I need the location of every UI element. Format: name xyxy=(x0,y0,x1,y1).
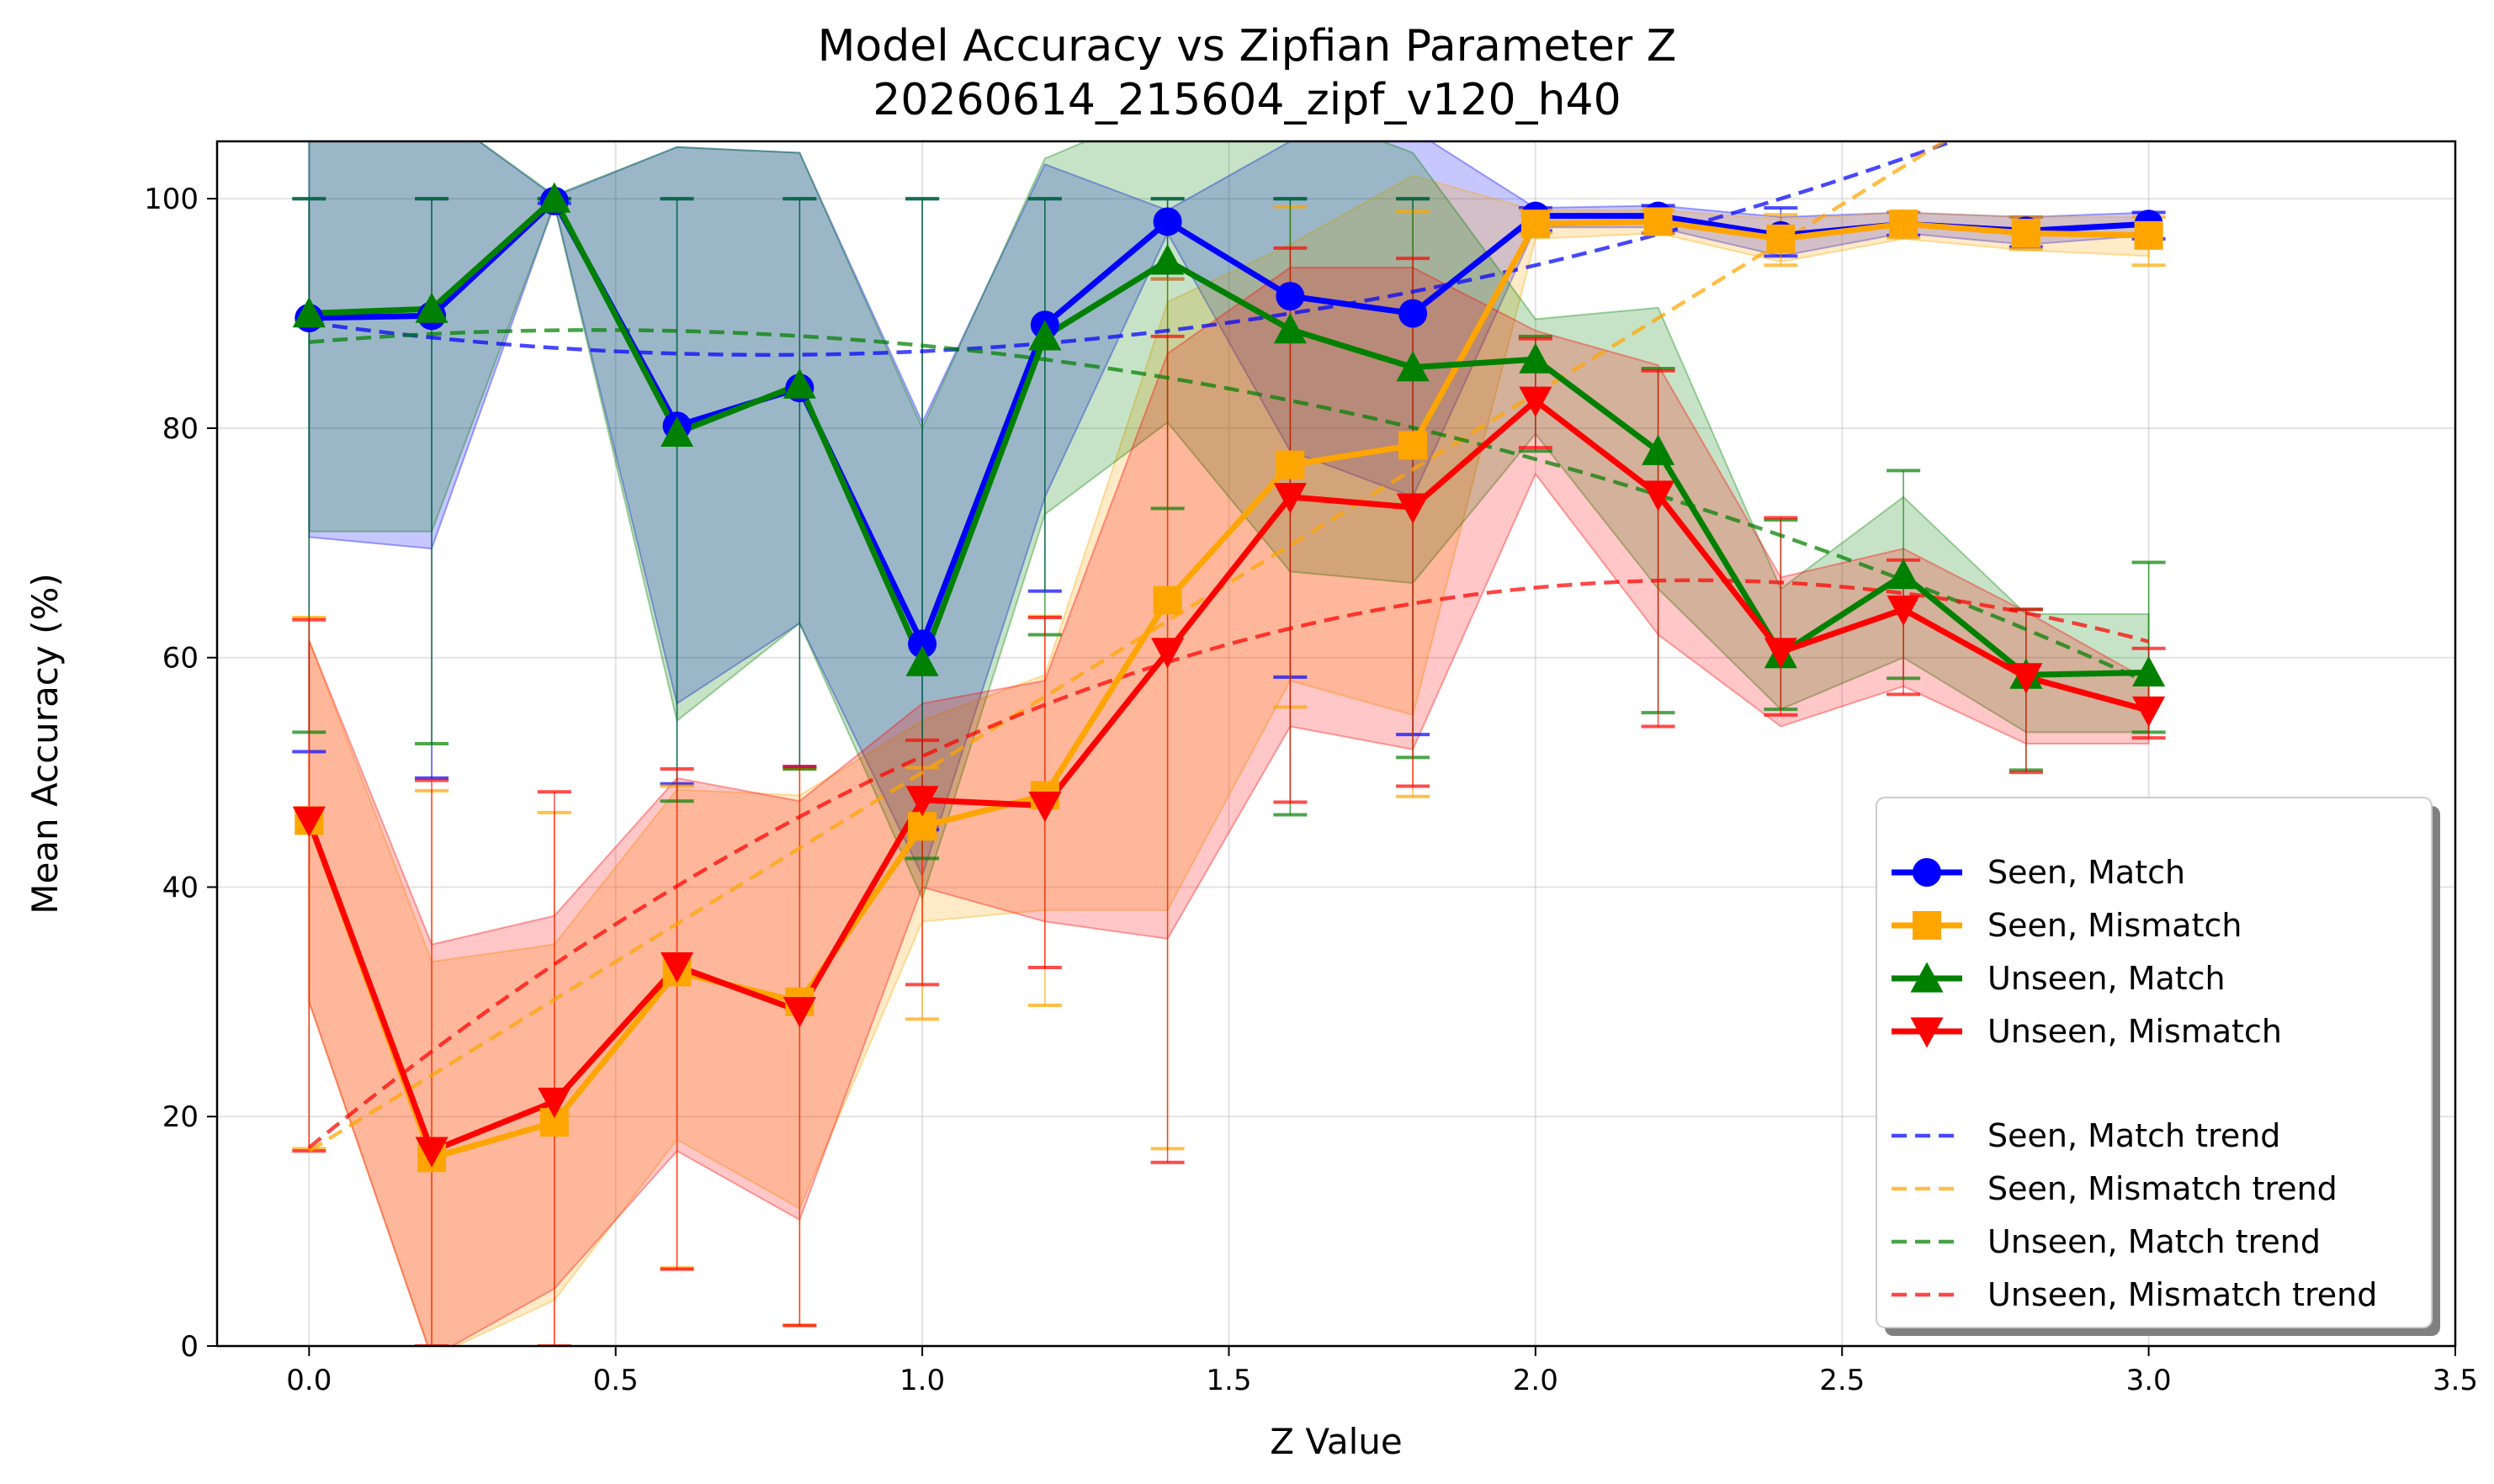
point-unseen-match xyxy=(415,292,448,323)
legend-label-seen-match: Seen, Match xyxy=(1987,854,2185,891)
x-axis-label: Z Value xyxy=(1270,1421,1402,1462)
point-unseen-mismatch xyxy=(905,786,939,817)
point-unseen-match xyxy=(2132,655,2166,687)
point-seen-match xyxy=(1153,207,1182,236)
point-unseen-match xyxy=(1886,558,1920,590)
point-unseen-mismatch xyxy=(661,951,694,983)
point-unseen-match xyxy=(292,297,326,328)
legend: Seen, Match Seen, Mismatch Unseen, Match Un… xyxy=(1876,797,2440,1336)
x-tick-label: 3.5 xyxy=(2433,1364,2478,1397)
line-seen-mismatch xyxy=(306,218,2149,1161)
plot-frame xyxy=(215,140,2457,1348)
x-tick-label: 3.0 xyxy=(2126,1364,2172,1397)
y-tick-label: 40 xyxy=(162,871,199,904)
chart-title: Model Accuracy vs Zipfian Parameter Z xyxy=(818,21,1677,72)
legend-label-unseen-match: Unseen, Match xyxy=(1987,960,2226,997)
x-tick-label: 2.0 xyxy=(1513,1364,1558,1397)
point-unseen-match xyxy=(1151,244,1185,275)
point-unseen-mismatch xyxy=(415,1137,448,1168)
y-tick-label: 80 xyxy=(162,412,199,446)
point-unseen-mismatch xyxy=(1151,638,1185,669)
line-unseen-mismatch xyxy=(306,397,2150,1154)
point-seen-mismatch xyxy=(1766,224,1796,253)
trend-line-unseen-match-trend xyxy=(309,328,2150,685)
point-unseen-match xyxy=(1519,342,1552,374)
trend-line-seen-mismatch-trend xyxy=(308,141,1948,1153)
point-unseen-match xyxy=(1396,351,1430,382)
legend-label-seen-match-trend: Seen, Match trend xyxy=(1987,1117,2280,1154)
trend-lines xyxy=(307,141,2150,1153)
point-unseen-mismatch xyxy=(1028,792,1062,823)
trend-line-seen-match-trend xyxy=(309,141,1958,358)
y-tick-label: 0 xyxy=(180,1330,199,1364)
point-unseen-match xyxy=(1028,320,1062,351)
x-tick-label: 1.5 xyxy=(1206,1364,1251,1397)
legend-marker-seen-mismatch xyxy=(1913,911,1941,940)
point-unseen-mismatch xyxy=(1273,483,1307,514)
legend-label-seen-mismatch-trend: Seen, Mismatch trend xyxy=(1987,1170,2337,1207)
legend-marker-unseen-mismatch xyxy=(1910,1017,1944,1048)
point-unseen-mismatch xyxy=(2009,663,2043,694)
point-seen-match xyxy=(1398,299,1428,328)
series-markers xyxy=(292,182,2166,1173)
point-seen-mismatch xyxy=(1643,207,1673,236)
y-tick-label: 20 xyxy=(162,1100,199,1134)
point-seen-mismatch xyxy=(908,812,937,841)
point-unseen-mismatch xyxy=(1519,386,1552,417)
point-unseen-mismatch xyxy=(538,1087,571,1119)
x-axis-ticks: 0.0 0.5 1.0 1.5 2.0 2.5 3.0 3.5 xyxy=(286,1346,2478,1397)
x-tick-label: 2.5 xyxy=(1819,1364,1865,1397)
legend-label-unseen-match-trend: Unseen, Match trend xyxy=(1987,1223,2321,1260)
legend-label-unseen-mismatch: Unseen, Mismatch xyxy=(1987,1013,2282,1050)
point-seen-mismatch xyxy=(2011,219,2040,248)
y-axis-label: Mean Accuracy (%) xyxy=(24,573,66,914)
point-unseen-mismatch xyxy=(292,806,326,837)
point-seen-mismatch xyxy=(1520,209,1550,239)
point-unseen-match xyxy=(905,645,939,676)
point-unseen-mismatch xyxy=(1642,480,1675,511)
point-unseen-mismatch xyxy=(1764,638,1797,669)
legend-label-seen-mismatch: Seen, Mismatch xyxy=(1987,907,2242,944)
point-seen-match xyxy=(908,629,937,659)
point-unseen-match xyxy=(1273,313,1307,344)
x-tick-label: 0.5 xyxy=(593,1364,639,1397)
y-tick-label: 100 xyxy=(144,183,199,216)
legend-box xyxy=(1876,797,2433,1328)
point-unseen-mismatch xyxy=(1886,595,1920,626)
legend-label-unseen-mismatch-trend: Unseen, Mismatch trend xyxy=(1987,1276,2377,1313)
point-seen-match xyxy=(1276,282,1305,311)
line-unseen-match xyxy=(309,195,2149,678)
x-tick-label: 0.0 xyxy=(286,1364,332,1397)
trend-line-unseen-mismatch-trend xyxy=(307,578,2150,1149)
point-unseen-mismatch xyxy=(2132,696,2166,727)
point-unseen-match xyxy=(1642,434,1675,465)
point-seen-mismatch xyxy=(1153,586,1182,615)
point-unseen-match xyxy=(783,368,816,399)
point-unseen-match xyxy=(538,182,571,213)
point-unseen-mismatch xyxy=(783,997,816,1028)
point-seen-mismatch xyxy=(2134,220,2163,250)
point-unseen-match xyxy=(661,416,694,448)
legend-marker-unseen-match xyxy=(1910,962,1944,993)
series-lines xyxy=(306,195,2150,1161)
point-seen-mismatch xyxy=(1276,450,1305,480)
chart-subtitle: 20260614_215604_zipf_v120_h40 xyxy=(873,75,1621,125)
y-tick-label: 60 xyxy=(162,642,199,676)
point-seen-mismatch xyxy=(1398,431,1428,460)
legend-marker-seen-match xyxy=(1913,858,1941,887)
point-seen-mismatch xyxy=(1889,209,1918,239)
point-unseen-mismatch xyxy=(1396,493,1430,524)
x-tick-label: 1.0 xyxy=(899,1364,945,1397)
y-axis-ticks: 0 20 40 60 80 100 xyxy=(144,183,217,1364)
